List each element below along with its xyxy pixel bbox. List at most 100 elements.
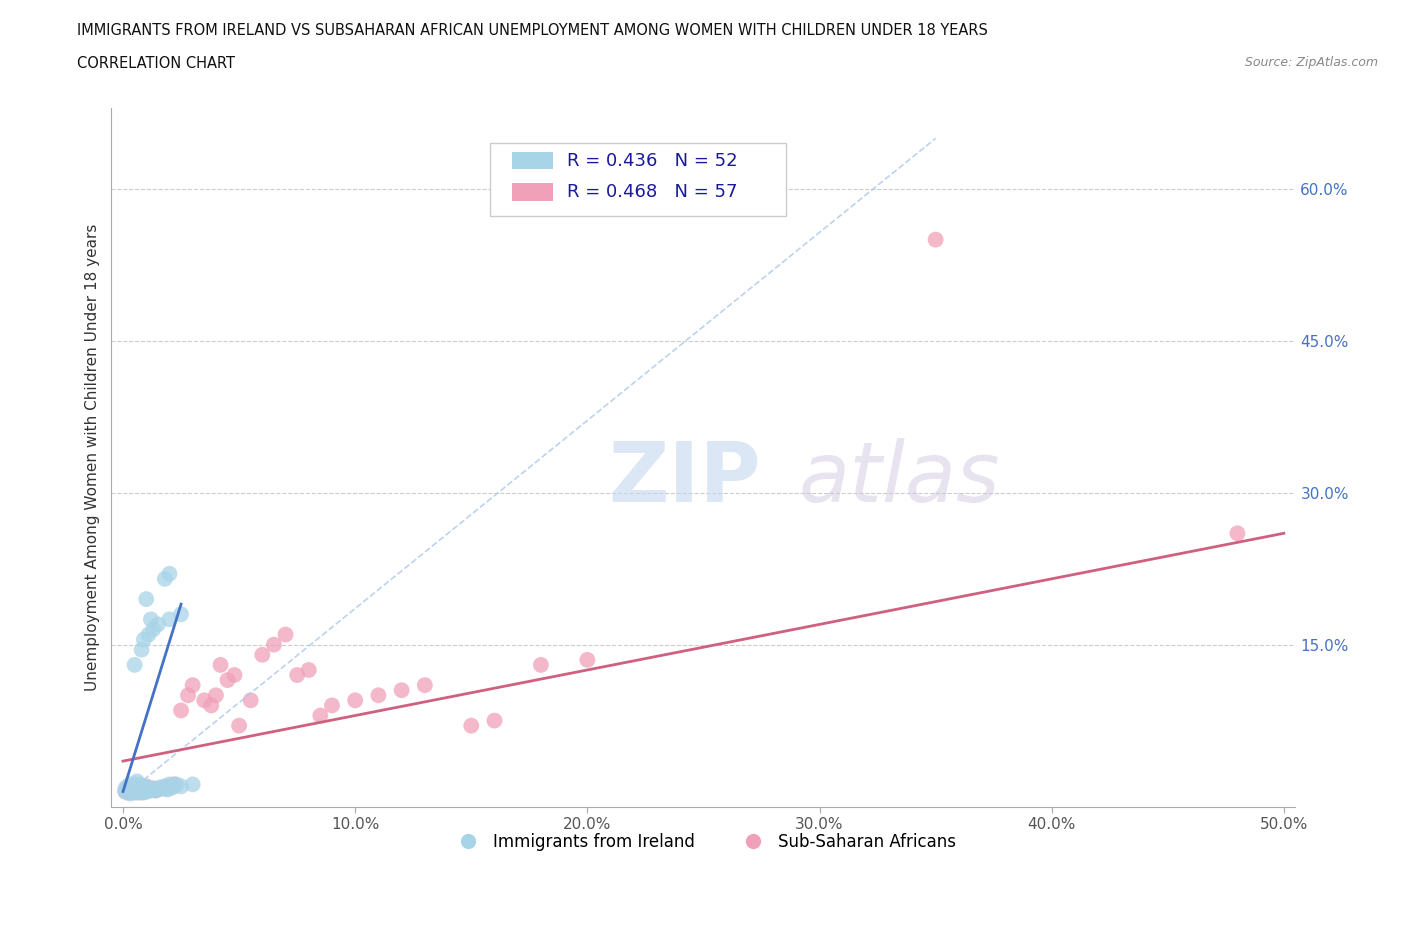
Point — [205, 688, 228, 703]
Legend: Immigrants from Ireland, Sub-Saharan Africans: Immigrants from Ireland, Sub-Saharan Afr… — [444, 827, 963, 857]
Point — [131, 785, 153, 800]
Point — [114, 784, 136, 799]
Point — [163, 779, 186, 794]
Point — [170, 779, 193, 794]
Point — [142, 781, 165, 796]
Point — [135, 591, 157, 606]
Point — [263, 637, 285, 652]
Point — [252, 647, 274, 662]
Point — [413, 678, 436, 693]
Point — [124, 777, 146, 791]
Point — [274, 627, 297, 642]
Point — [132, 780, 155, 795]
Point — [124, 784, 146, 799]
Point — [298, 662, 321, 677]
Point — [193, 693, 215, 708]
Point — [125, 784, 148, 799]
Point — [118, 786, 141, 801]
Point — [170, 607, 193, 622]
Point — [132, 785, 155, 800]
Point — [132, 783, 155, 798]
Point — [138, 782, 160, 797]
Point — [135, 784, 157, 799]
Point — [309, 708, 332, 723]
Point — [124, 658, 146, 672]
Point — [128, 779, 150, 794]
Point — [530, 658, 553, 672]
Point — [145, 783, 167, 798]
Point — [128, 784, 150, 799]
Text: R = 0.468   N = 57: R = 0.468 N = 57 — [567, 183, 738, 201]
Point — [165, 777, 187, 791]
Point — [121, 780, 143, 795]
Text: ZIP: ZIP — [609, 438, 761, 519]
Point — [118, 777, 141, 791]
Point — [149, 781, 172, 796]
Bar — [512, 183, 553, 201]
Point — [391, 683, 413, 698]
Point — [124, 779, 146, 794]
Point — [163, 777, 186, 791]
Point — [117, 779, 139, 794]
Point — [131, 781, 153, 796]
Point — [135, 779, 157, 794]
Point — [121, 784, 143, 799]
Point — [125, 774, 148, 789]
Text: atlas: atlas — [799, 438, 1000, 519]
Point — [131, 643, 153, 658]
Point — [177, 688, 200, 703]
Point — [128, 781, 150, 796]
Point — [160, 780, 183, 795]
Point — [125, 779, 148, 794]
Point — [142, 781, 165, 796]
Point — [131, 779, 153, 794]
Point — [367, 688, 389, 703]
Point — [135, 779, 157, 794]
Point — [146, 782, 169, 797]
Y-axis label: Unemployment Among Women with Children Under 18 years: Unemployment Among Women with Children U… — [86, 223, 100, 691]
Point — [132, 632, 155, 647]
Point — [576, 653, 599, 668]
Point — [484, 713, 506, 728]
Point — [121, 785, 143, 800]
Point — [159, 777, 181, 791]
Point — [139, 612, 162, 627]
Point — [139, 783, 162, 798]
Point — [125, 785, 148, 800]
Point — [181, 777, 204, 791]
Point — [139, 782, 162, 797]
Point — [124, 781, 146, 796]
Point — [117, 784, 139, 799]
Point — [224, 668, 246, 683]
Point — [153, 781, 176, 796]
Point — [118, 779, 141, 794]
Point — [344, 693, 367, 708]
Point — [138, 783, 160, 798]
Point — [125, 780, 148, 795]
Point — [159, 566, 181, 581]
Point — [924, 232, 946, 247]
Point — [1226, 525, 1249, 540]
Point — [118, 782, 141, 797]
Point — [117, 785, 139, 800]
Point — [128, 777, 150, 791]
Bar — [512, 152, 553, 169]
Point — [124, 785, 146, 800]
Point — [152, 781, 174, 796]
Point — [114, 784, 136, 799]
Point — [153, 571, 176, 586]
Point — [321, 698, 343, 713]
Point — [146, 617, 169, 631]
Point — [138, 627, 160, 642]
Point — [228, 718, 250, 733]
Point — [142, 622, 165, 637]
Point — [131, 784, 153, 799]
Point — [170, 703, 193, 718]
Point — [156, 782, 179, 797]
Point — [156, 779, 179, 794]
Point — [135, 784, 157, 799]
Point — [121, 781, 143, 796]
Point — [118, 784, 141, 799]
Point — [217, 672, 239, 687]
Text: Source: ZipAtlas.com: Source: ZipAtlas.com — [1244, 56, 1378, 69]
